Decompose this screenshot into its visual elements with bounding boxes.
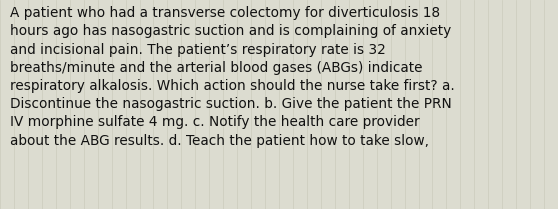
Text: A patient who had a transverse colectomy for diverticulosis 18
hours ago has nas: A patient who had a transverse colectomy…: [10, 6, 455, 148]
